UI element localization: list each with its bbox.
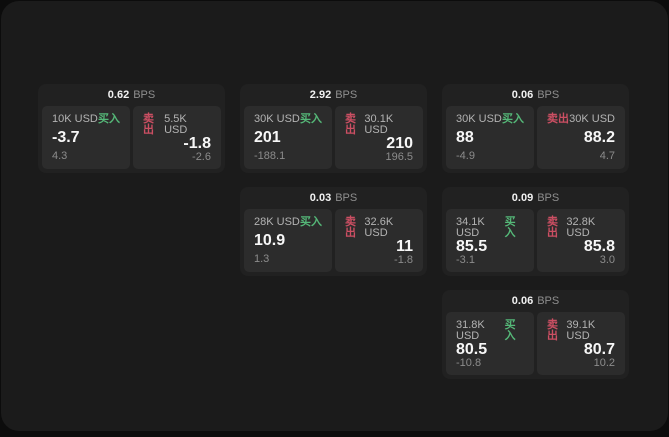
spread-value: 0.06 (511, 295, 534, 307)
buy-quote-tile[interactable]: 28K USD 买入 10.9 1.3 (244, 209, 332, 272)
buy-size: 30K USD (456, 113, 502, 125)
sell-change: 4.7 (599, 150, 615, 162)
sell-size: 30K USD (569, 113, 615, 125)
buy-side-label: 买入 (300, 216, 322, 228)
sell-size: 30.1K USD (364, 113, 394, 136)
buy-change: -4.9 (456, 150, 475, 162)
sell-price: -1.8 (183, 135, 211, 152)
sell-price: 80.7 (583, 341, 615, 358)
spread-unit: BPS (335, 89, 358, 101)
sell-quote-tile[interactable]: 卖出 32.8K USD 85.8 3.0 (537, 209, 625, 272)
spread-header: 0.06 BPS (446, 84, 625, 106)
spread-unit: BPS (133, 89, 156, 101)
buy-price: 88 (456, 129, 474, 146)
quote-card: 0.03 BPS 28K USD 买入 10.9 1.3 卖出 32.6K US… (240, 187, 427, 276)
spread-unit: BPS (335, 192, 358, 204)
spread-header: 0.09 BPS (446, 187, 625, 209)
buy-size: 31.8K USD (456, 319, 485, 342)
buy-change: -3.1 (456, 254, 475, 266)
sell-size: 39.1K USD (566, 319, 596, 342)
buy-quote-tile[interactable]: 30K USD 买入 201 -188.1 (244, 106, 332, 169)
buy-quote-tile[interactable]: 34.1K USD 买入 85.5 -3.1 (446, 209, 534, 272)
buy-quote-tile[interactable]: 31.8K USD 买入 80.5 -10.8 (446, 312, 534, 375)
spread-unit: BPS (537, 295, 560, 307)
sell-side-label: 卖出 (345, 216, 356, 239)
buy-size: 30K USD (254, 113, 300, 125)
quote-card: 0.62 BPS 10K USD 买入 -3.7 4.3 卖出 5.5K USD… (38, 84, 225, 173)
buy-size: 10K USD (52, 113, 98, 125)
sell-quote-tile[interactable]: 卖出 30.1K USD 210 196.5 (335, 106, 423, 169)
spread-value: 0.03 (309, 192, 332, 204)
buy-change: -10.8 (456, 357, 482, 369)
buy-quote-tile[interactable]: 30K USD 买入 88 -4.9 (446, 106, 534, 169)
sell-quote-tile[interactable]: 卖出 39.1K USD 80.7 10.2 (537, 312, 625, 375)
quote-card: 2.92 BPS 30K USD 买入 201 -188.1 卖出 30.1K … (240, 84, 427, 173)
sell-quote-tile[interactable]: 卖出 32.6K USD 11 -1.8 (335, 209, 423, 272)
sell-change: -2.6 (192, 151, 211, 163)
buy-size: 34.1K USD (456, 216, 485, 239)
spread-value: 0.06 (511, 89, 534, 101)
spread-header: 0.03 BPS (244, 187, 423, 209)
buy-change: 4.3 (52, 150, 68, 162)
sell-quote-tile[interactable]: 卖出 30K USD 88.2 4.7 (537, 106, 625, 169)
sell-change: -1.8 (394, 254, 413, 266)
sell-side-label: 卖出 (547, 113, 569, 125)
sell-side-label: 卖出 (345, 113, 356, 136)
sell-price: 88.2 (583, 129, 615, 146)
buy-change: -188.1 (254, 150, 286, 162)
buy-price: 10.9 (254, 232, 286, 249)
sell-size: 5.5K USD (164, 113, 188, 136)
buy-price: -3.7 (52, 129, 80, 146)
buy-side-label: 买入 (300, 113, 322, 125)
buy-side-label: 买入 (504, 319, 516, 342)
sell-side-label: 卖出 (547, 216, 558, 239)
sell-price: 210 (386, 135, 413, 152)
sell-side-label: 卖出 (547, 319, 558, 342)
sell-change: 196.5 (385, 151, 413, 163)
spread-header: 0.62 BPS (42, 84, 221, 106)
spread-header: 0.06 BPS (446, 290, 625, 312)
buy-change: 1.3 (254, 253, 270, 265)
quote-card: 0.09 BPS 34.1K USD 买入 85.5 -3.1 卖出 32.8K… (442, 187, 629, 276)
buy-side-label: 买入 (504, 216, 516, 239)
buy-size: 28K USD (254, 216, 300, 228)
buy-price: 85.5 (456, 238, 488, 255)
buy-price: 80.5 (456, 341, 488, 358)
sell-size: 32.6K USD (364, 216, 394, 239)
quote-card: 0.06 BPS 31.8K USD 买入 80.5 -10.8 卖出 39.1… (442, 290, 629, 379)
spread-value: 0.62 (107, 89, 130, 101)
sell-quote-tile[interactable]: 卖出 5.5K USD -1.8 -2.6 (133, 106, 221, 169)
sell-price: 11 (396, 238, 413, 255)
buy-price: 201 (254, 129, 281, 146)
sell-side-label: 卖出 (143, 113, 154, 136)
buy-side-label: 买入 (98, 113, 120, 125)
spread-value: 2.92 (309, 89, 332, 101)
sell-size: 32.8K USD (566, 216, 596, 239)
spread-value: 0.09 (511, 192, 534, 204)
spread-unit: BPS (537, 192, 560, 204)
sell-change: 3.0 (599, 254, 615, 266)
quote-card: 0.06 BPS 30K USD 买入 88 -4.9 卖出 30K USD 8… (442, 84, 629, 173)
sell-change: 10.2 (593, 357, 615, 369)
buy-side-label: 买入 (502, 113, 524, 125)
spread-unit: BPS (537, 89, 560, 101)
sell-price: 85.8 (583, 238, 615, 255)
spread-header: 2.92 BPS (244, 84, 423, 106)
buy-quote-tile[interactable]: 10K USD 买入 -3.7 4.3 (42, 106, 130, 169)
